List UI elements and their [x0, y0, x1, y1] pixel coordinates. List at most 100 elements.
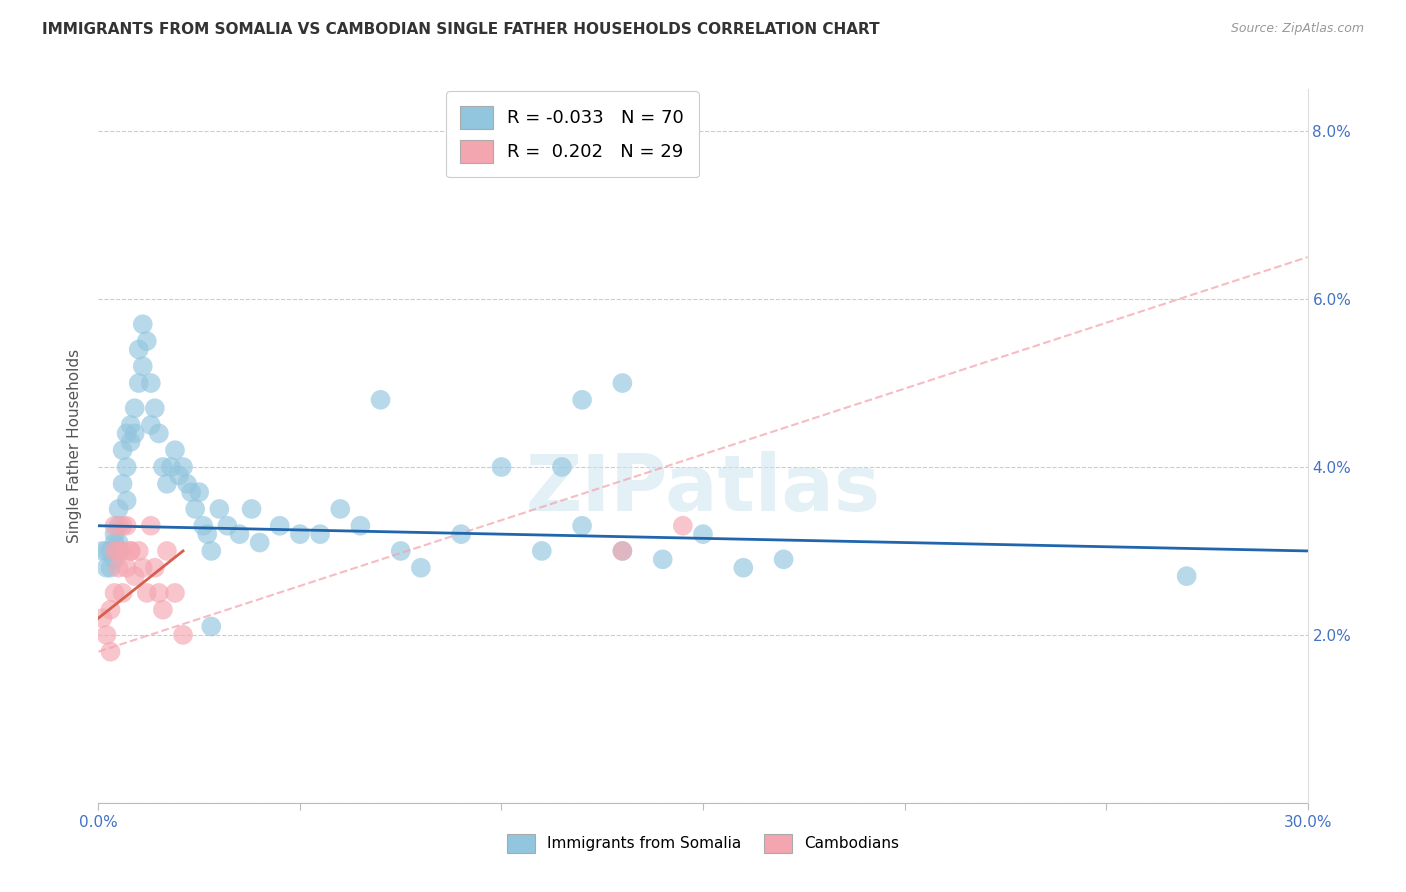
Point — [100, 645, 122, 659]
Point — [152, 460, 174, 475]
Point — [200, 544, 222, 558]
Point — [107, 544, 129, 558]
Text: IMMIGRANTS FROM SOMALIA VS CAMBODIAN SINGLE FATHER HOUSEHOLDS CORRELATION CHART: IMMIGRANTS FROM SOMALIA VS CAMBODIAN SIN… — [42, 22, 880, 37]
Point — [156, 476, 179, 491]
Point — [96, 628, 118, 642]
Point — [120, 544, 142, 558]
Point — [96, 544, 118, 558]
Point — [172, 628, 194, 642]
Point — [120, 544, 142, 558]
Point — [103, 552, 125, 566]
Y-axis label: Single Father Households: Single Father Households — [67, 349, 83, 543]
Point — [612, 376, 634, 390]
Point — [180, 485, 202, 500]
Point — [143, 401, 166, 416]
Point — [139, 518, 162, 533]
Point — [370, 392, 392, 407]
Point — [132, 318, 155, 332]
Point — [100, 603, 122, 617]
Point — [107, 560, 129, 574]
Point — [107, 502, 129, 516]
Point — [128, 343, 150, 357]
Point — [692, 527, 714, 541]
Point — [115, 518, 138, 533]
Point — [172, 460, 194, 475]
Point — [176, 476, 198, 491]
Text: Source: ZipAtlas.com: Source: ZipAtlas.com — [1230, 22, 1364, 36]
Point — [450, 527, 472, 541]
Point — [772, 552, 794, 566]
Point — [184, 502, 207, 516]
Point — [103, 527, 125, 541]
Point — [128, 376, 150, 390]
Point — [152, 603, 174, 617]
Point — [409, 560, 432, 574]
Point — [115, 560, 138, 574]
Point — [139, 376, 162, 390]
Point — [103, 544, 125, 558]
Point — [163, 443, 186, 458]
Point — [111, 476, 134, 491]
Point — [115, 460, 138, 475]
Point — [733, 560, 755, 574]
Point — [107, 544, 129, 558]
Point — [124, 401, 146, 416]
Point — [107, 535, 129, 549]
Point — [530, 544, 553, 558]
Point — [571, 518, 593, 533]
Point — [156, 544, 179, 558]
Point — [111, 518, 134, 533]
Point — [111, 544, 134, 558]
Legend: Immigrants from Somalia, Cambodians: Immigrants from Somalia, Cambodians — [501, 828, 905, 859]
Point — [115, 426, 138, 441]
Point — [120, 434, 142, 449]
Point — [651, 552, 673, 566]
Point — [309, 527, 332, 541]
Point — [124, 569, 146, 583]
Point — [115, 493, 138, 508]
Point — [1175, 569, 1198, 583]
Point — [163, 586, 186, 600]
Point — [571, 392, 593, 407]
Point — [111, 586, 134, 600]
Point — [124, 426, 146, 441]
Point — [349, 518, 371, 533]
Point — [148, 586, 170, 600]
Point — [672, 518, 695, 533]
Point — [103, 586, 125, 600]
Point — [132, 560, 155, 574]
Point — [195, 527, 218, 541]
Point — [107, 518, 129, 533]
Point — [389, 544, 412, 558]
Point — [91, 611, 114, 625]
Point — [200, 619, 222, 633]
Point — [120, 417, 142, 432]
Point — [103, 518, 125, 533]
Point — [612, 544, 634, 558]
Point — [135, 334, 157, 348]
Point — [188, 485, 211, 500]
Point — [228, 527, 250, 541]
Point — [148, 426, 170, 441]
Point — [103, 535, 125, 549]
Point — [96, 560, 118, 574]
Point — [100, 544, 122, 558]
Point — [612, 544, 634, 558]
Point — [111, 443, 134, 458]
Point — [249, 535, 271, 549]
Point — [329, 502, 352, 516]
Point — [217, 518, 239, 533]
Point — [91, 544, 114, 558]
Point — [269, 518, 291, 533]
Point — [193, 518, 215, 533]
Point — [132, 359, 155, 374]
Point — [240, 502, 263, 516]
Point — [160, 460, 183, 475]
Point — [100, 560, 122, 574]
Point — [491, 460, 513, 475]
Text: ZIPatlas: ZIPatlas — [526, 450, 880, 527]
Point — [128, 544, 150, 558]
Point — [167, 468, 190, 483]
Point — [135, 586, 157, 600]
Point — [143, 560, 166, 574]
